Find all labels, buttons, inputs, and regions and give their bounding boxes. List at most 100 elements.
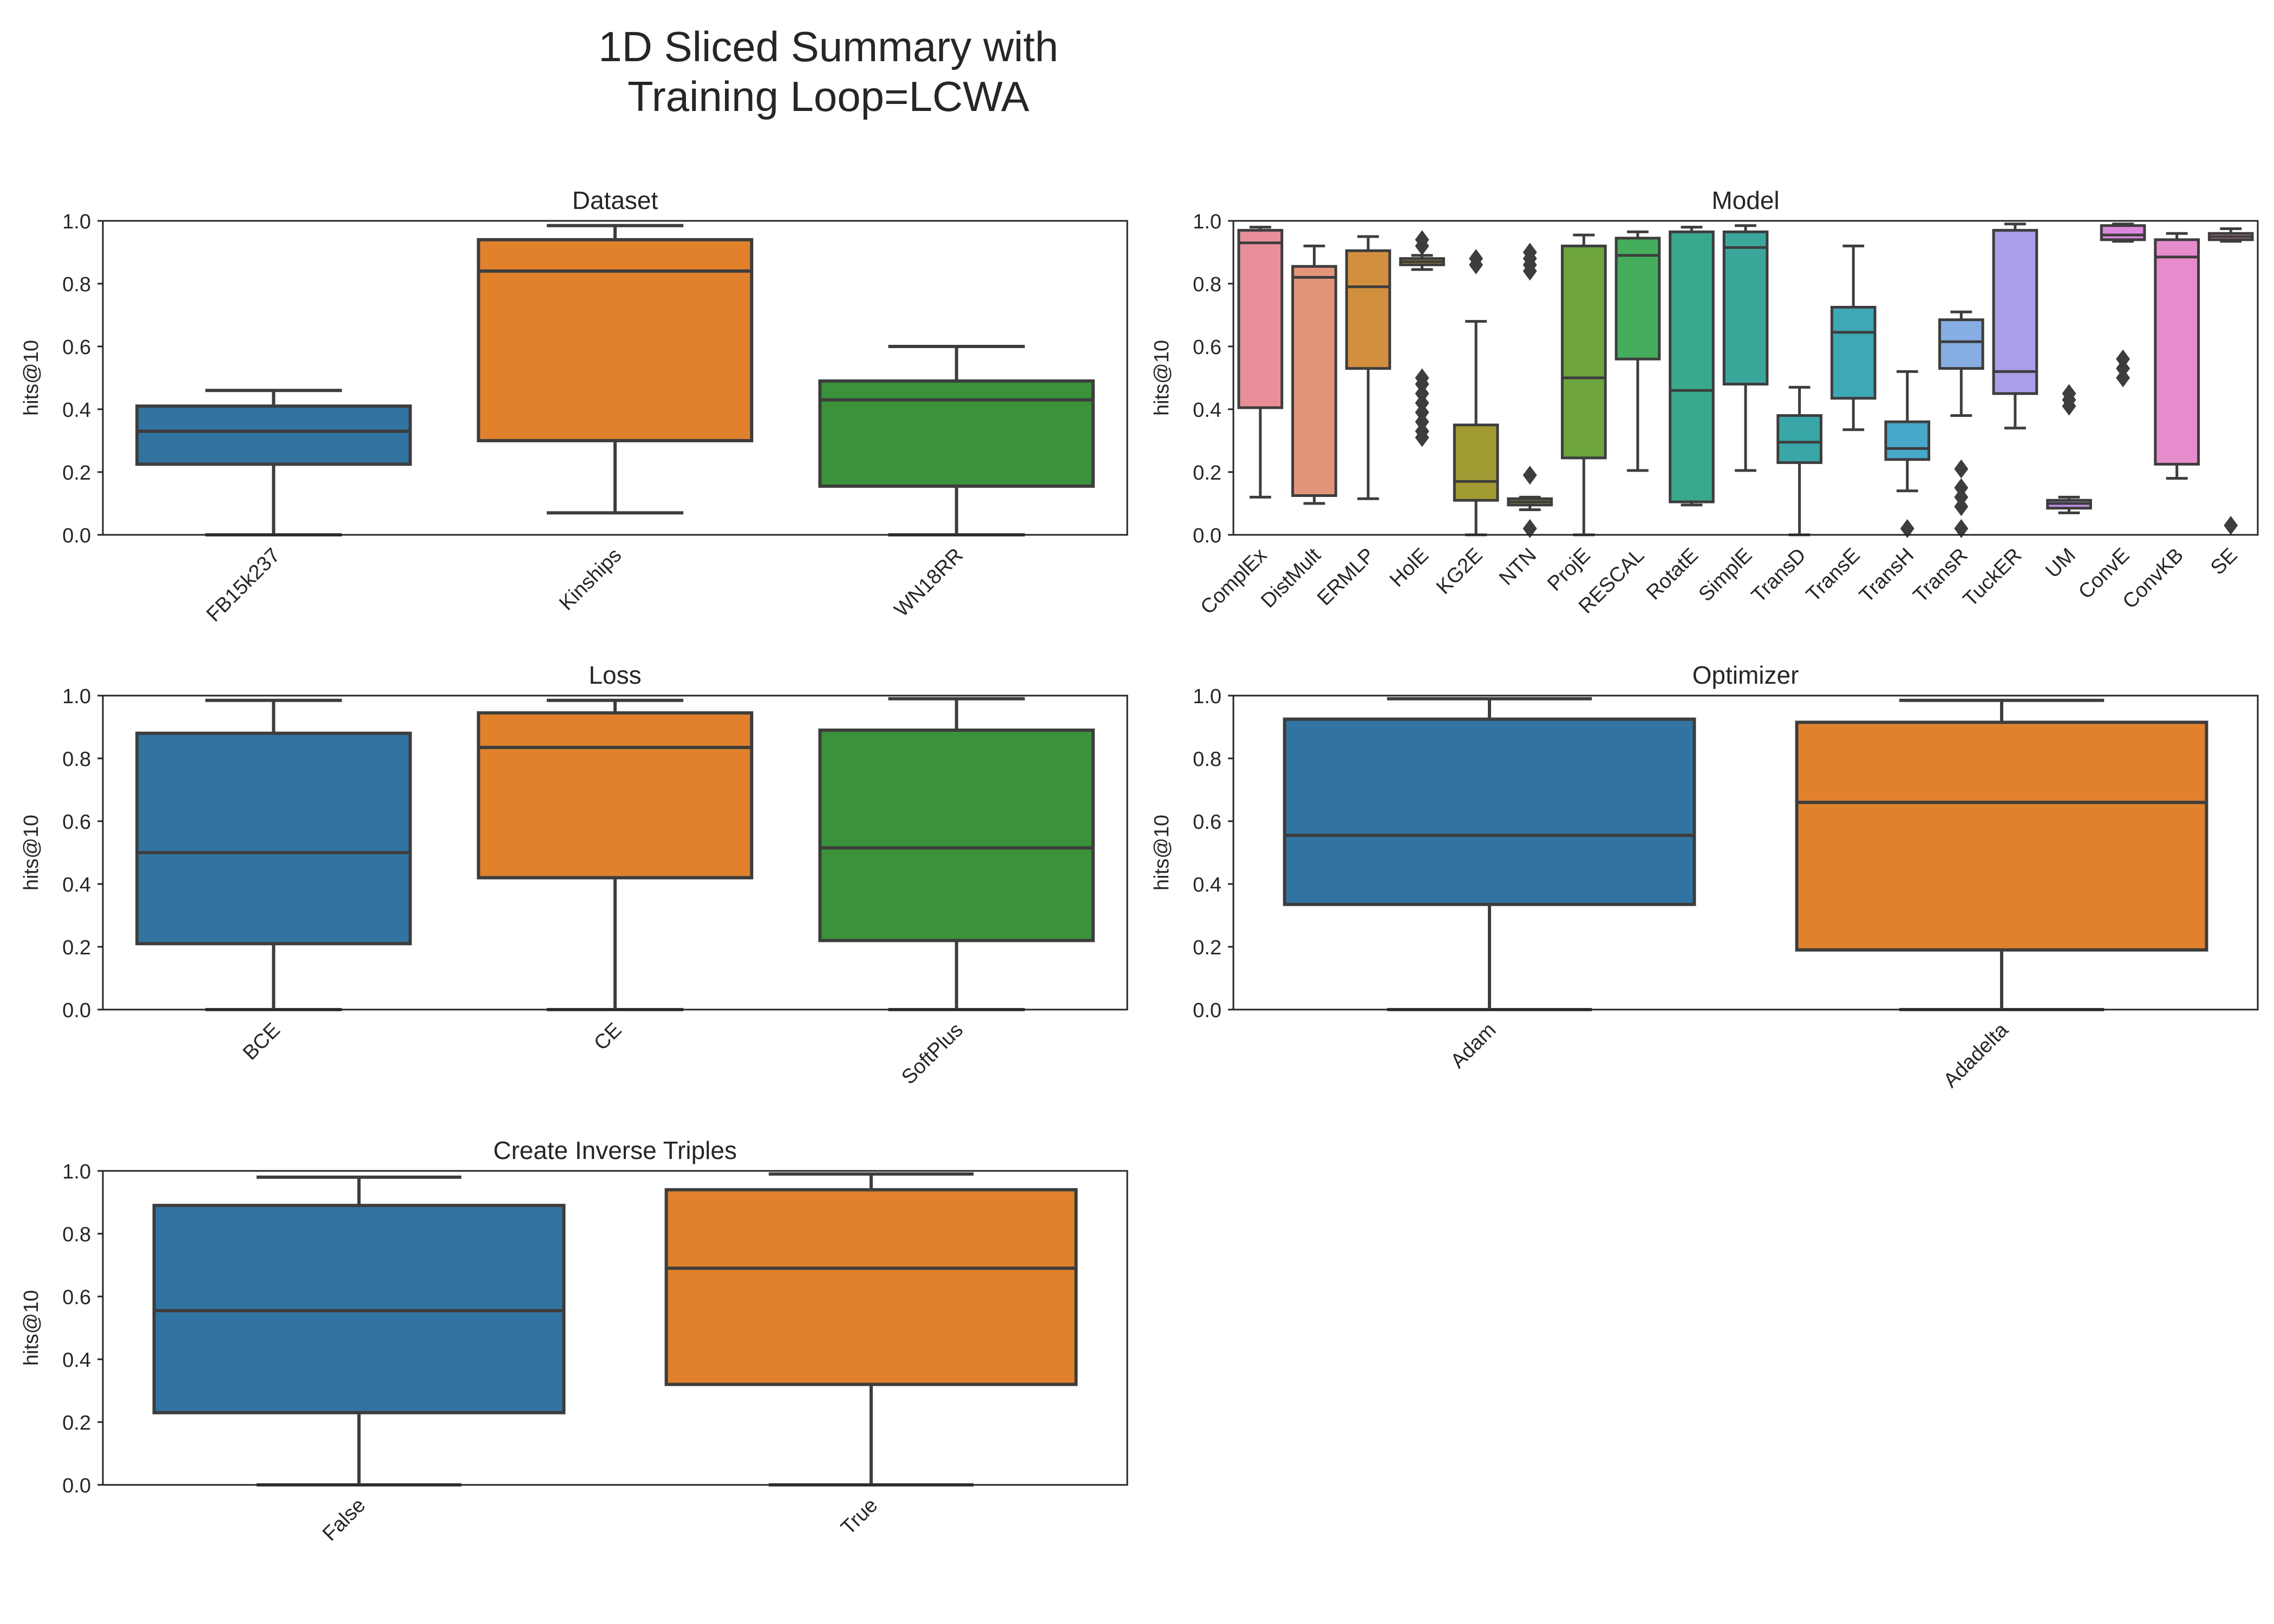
panel-loss: Loss hits@10 0.0 0.2 0.4 0.6 0.8 1.0 BCE CE SoftPl… <box>20 661 1128 1089</box>
box-body <box>664 1188 1078 1386</box>
axes-frame <box>102 1170 1128 1486</box>
outlier-point <box>1415 368 1429 388</box>
box-ntn <box>1507 243 1553 538</box>
panel-dataset: Dataset hits@10 0.0 0.2 0.4 0.6 0.8 1.0 FB15k237… <box>20 186 1128 626</box>
box-body <box>135 404 412 466</box>
box-body <box>1938 318 1984 370</box>
y-tick-label: 0.2 <box>62 1412 91 1435</box>
outlier-point <box>2116 349 2131 369</box>
box-false <box>152 1175 566 1487</box>
x-tick-label: Adadelta <box>1939 1018 2013 1092</box>
y-tick-label: 0.4 <box>1193 874 1221 896</box>
outlier-point <box>1415 230 1429 250</box>
panel-title: Optimizer <box>1693 661 1799 689</box>
y-tick-label: 0.8 <box>1193 748 1221 771</box>
x-tick-label: ERMLP <box>1313 544 1379 610</box>
box-body <box>1283 717 1696 906</box>
box-distmult <box>1291 244 1337 505</box>
box-body <box>1291 265 1337 497</box>
y-tick-label: 0.0 <box>62 1475 91 1497</box>
y-tick-label: 1.0 <box>62 211 91 233</box>
x-tick-label: KG2E <box>1432 544 1487 599</box>
box-body <box>818 379 1095 488</box>
y-tick-label: 1.0 <box>1193 211 1221 233</box>
panel-create-inverse-triples: Create Inverse Triples hits@10 0.0 0.2 0.4 0.… <box>20 1136 1128 1546</box>
x-tick-label: HolE <box>1386 544 1433 592</box>
box-body <box>476 711 754 880</box>
outlier-point <box>1469 249 1484 269</box>
x-tick-label: Kinships <box>555 544 626 615</box>
box-transe <box>1830 244 1877 431</box>
box-true <box>664 1172 1078 1487</box>
y-tick-label: 0.8 <box>62 748 91 771</box>
y-tick-label: 0.6 <box>1193 336 1221 359</box>
outlier-point <box>2224 516 2238 535</box>
x-tick-label: UM <box>2041 544 2080 582</box>
x-tick-label: True <box>837 1494 882 1540</box>
x-tick-label: ConvKB <box>2119 544 2188 613</box>
figure-title: 1D Sliced Summary with Training Loop=LCW… <box>0 22 1657 121</box>
box-rescal <box>1615 230 1661 472</box>
box-body <box>1669 230 1715 503</box>
y-tick-label: 0.0 <box>62 525 91 547</box>
y-tick-label: 0.2 <box>62 937 91 959</box>
x-tick-label: SoftPlus <box>897 1019 968 1089</box>
box-body <box>1795 721 2208 952</box>
x-tick-label: Adam <box>1446 1019 1500 1073</box>
y-tick-label: 0.4 <box>1193 399 1221 422</box>
y-axis-label: hits@10 <box>1151 340 1173 416</box>
x-tick-label: FB15k237 <box>202 544 285 626</box>
box-adadelta <box>1795 698 2208 1011</box>
x-tick-label: ProjE <box>1543 544 1595 595</box>
box-kinships <box>476 224 754 515</box>
box-body <box>1992 228 2038 395</box>
x-tick-label: DistMult <box>1257 543 1325 612</box>
box-body <box>2154 238 2200 466</box>
outlier-point <box>1522 466 1537 485</box>
box-ce <box>476 698 754 1011</box>
figure-title-line-1: 1D Sliced Summary with <box>598 23 1058 70</box>
box-conve <box>2100 222 2146 388</box>
box-proje <box>1560 233 1607 536</box>
y-tick-label: 0.0 <box>1193 525 1221 547</box>
x-tick-label: SimplE <box>1695 544 1757 606</box>
y-tick-label: 0.6 <box>1193 811 1221 834</box>
box-rotate <box>1669 226 1715 507</box>
outlier-point <box>2062 384 2076 403</box>
x-tick-label: TransH <box>1855 544 1918 607</box>
x-tick-label: WN18RR <box>890 544 968 621</box>
y-tick-label: 0.4 <box>62 1349 91 1372</box>
box-body <box>1722 230 1769 386</box>
box-body <box>1884 420 1931 461</box>
outlier-point <box>1522 519 1537 538</box>
x-tick-label: CE <box>590 1019 626 1055</box>
panel-title: Dataset <box>572 186 658 214</box>
y-tick-label: 0.8 <box>62 273 91 296</box>
box-hole <box>1399 230 1445 447</box>
x-tick-label: SE <box>2206 544 2242 580</box>
y-tick-label: 0.6 <box>62 1286 91 1309</box>
x-tick-label: False <box>318 1494 370 1546</box>
box-body <box>476 238 754 442</box>
axes-frame <box>1232 220 2259 536</box>
panel-title: Create Inverse Triples <box>493 1136 737 1164</box>
y-tick-label: 0.6 <box>62 336 91 359</box>
y-tick-label: 1.0 <box>62 1161 91 1183</box>
box-body <box>1345 249 1391 370</box>
x-tick-label: TransD <box>1747 544 1811 607</box>
y-tick-label: 0.8 <box>62 1223 91 1246</box>
box-body <box>818 728 1095 942</box>
y-tick-label: 0.6 <box>62 811 91 834</box>
box-kg2e <box>1453 249 1499 536</box>
box-simple <box>1722 224 1769 472</box>
y-tick-label: 0.8 <box>1193 273 1221 296</box>
box-tucker <box>1992 222 2038 430</box>
box-transr <box>1938 310 1984 538</box>
box-ermlp <box>1345 235 1391 500</box>
box-body <box>1776 414 1822 464</box>
outlier-point <box>1954 478 1969 497</box>
box-bce <box>135 698 412 1011</box>
box-convkb <box>2154 232 2200 480</box>
x-tick-label: TuckER <box>1959 544 2026 611</box>
